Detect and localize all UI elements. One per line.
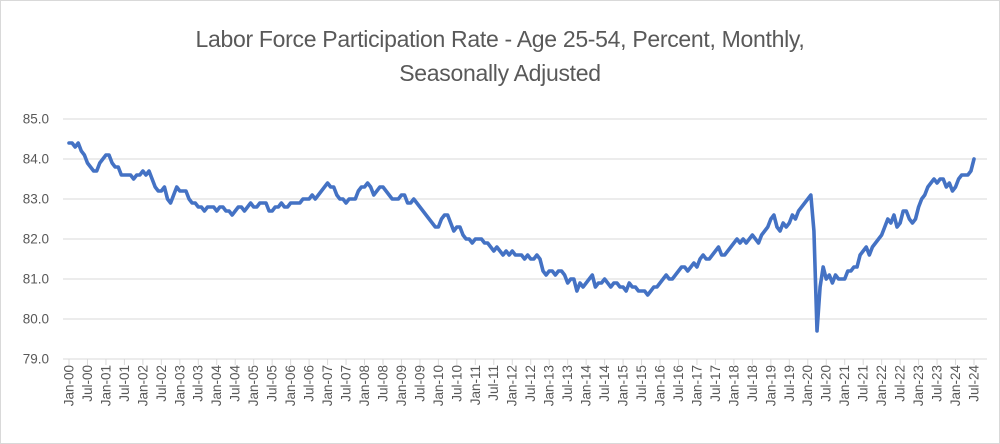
x-axis-label: Jul-24	[966, 365, 981, 402]
y-axis-label: 84.0	[23, 152, 49, 167]
y-axis-label: 81.0	[23, 272, 49, 287]
x-axis-label: Jan-19	[763, 365, 778, 406]
x-axis-label: Jan-01	[98, 365, 113, 406]
chart-title-line1: Labor Force Participation Rate - Age 25-…	[195, 26, 805, 52]
x-axis-label: Jan-08	[357, 365, 372, 406]
x-axis-label: Jan-05	[246, 365, 261, 406]
x-axis-label: Jan-13	[542, 365, 557, 406]
x-axis-label: Jul-05	[265, 365, 280, 402]
chart-title-line2: Seasonally Adjusted	[399, 60, 601, 86]
x-axis-label: Jan-15	[616, 365, 631, 406]
x-axis-label: Jul-09	[412, 365, 427, 402]
data-series-line	[67, 141, 976, 333]
x-axis-label: Jul-20	[819, 365, 834, 402]
x-axis-label: Jul-14	[597, 365, 612, 402]
x-axis-label: Jul-11	[486, 365, 501, 401]
chart-title: Labor Force Participation Rate - Age 25-…	[1, 22, 999, 90]
x-axis-label: Jul-15	[634, 365, 649, 402]
x-axis-label: Jan-00	[61, 365, 76, 406]
x-axis-label: Jan-24	[948, 365, 963, 407]
x-axis-label: Jul-18	[745, 365, 760, 402]
x-axis-label: Jan-12	[505, 365, 520, 406]
x-axis-label: Jul-06	[302, 365, 317, 402]
y-axis-label: 79.0	[23, 352, 49, 367]
x-axis-label: Jul-03	[191, 365, 206, 402]
x-axis-label: Jan-04	[209, 365, 224, 407]
x-axis-label: Jan-10	[431, 365, 446, 406]
x-axis-label: Jan-02	[135, 365, 150, 406]
x-axis-label: Jan-20	[800, 365, 815, 406]
x-axis-label: Jan-06	[283, 365, 298, 406]
x-axis-label: Jul-13	[560, 365, 575, 402]
x-axis-label: Jul-23	[930, 365, 945, 402]
x-axis-label: Jul-12	[523, 365, 538, 402]
x-axis-label: Jul-19	[782, 365, 797, 402]
x-axis-label: Jul-08	[375, 365, 390, 402]
x-axis-label: Jan-17	[689, 365, 704, 406]
x-axis-label: Jan-09	[394, 365, 409, 406]
x-axis-label: Jan-23	[911, 365, 926, 406]
x-axis-label: Jan-21	[837, 365, 852, 406]
x-axis-label: Jul-21	[856, 365, 871, 402]
y-axis-label: 85.0	[23, 112, 49, 127]
x-axis-label: Jul-10	[449, 365, 464, 402]
x-axis-label: Jul-07	[338, 365, 353, 402]
x-axis-label: Jan-14	[579, 365, 594, 407]
x-axis-label: Jan-07	[320, 365, 335, 406]
y-axis-label: 83.0	[23, 192, 49, 207]
x-axis-label: Jan-16	[652, 365, 667, 406]
x-axis-label: Jul-16	[671, 365, 686, 402]
x-axis-label: Jan-22	[874, 365, 889, 406]
x-axis-label: Jan-11	[468, 365, 483, 405]
y-axis-label: 80.0	[23, 312, 49, 327]
x-axis-label: Jan-03	[172, 365, 187, 406]
x-axis-label: Jan-18	[726, 365, 741, 406]
x-axis-label: Jul-04	[228, 365, 243, 402]
x-axis-label: Jul-01	[117, 365, 132, 402]
x-axis-label: Jul-22	[893, 365, 908, 402]
y-axis-label: 82.0	[23, 232, 49, 247]
x-axis-label: Jul-17	[708, 365, 723, 402]
x-axis-label: Jul-00	[80, 365, 95, 402]
x-axis-label: Jul-02	[154, 365, 169, 402]
